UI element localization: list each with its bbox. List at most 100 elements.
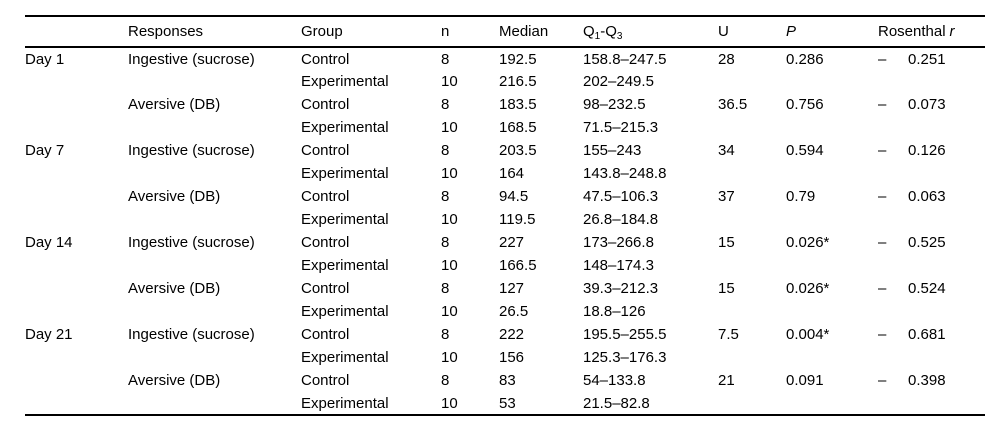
- r-value: 0.398: [908, 372, 946, 389]
- minus-sign: –: [878, 142, 887, 159]
- cell-group: Control: [301, 372, 350, 389]
- cell-day: [25, 93, 128, 116]
- cell-responses: Ingestive (sucrose): [128, 234, 255, 251]
- cell-rosenthal-r: – 0.063: [878, 185, 985, 208]
- cell-p: [786, 208, 878, 231]
- cell-group: Control: [301, 326, 350, 343]
- cell-day: [25, 70, 128, 93]
- cell-rosenthal-r: [878, 162, 985, 185]
- cell-rosenthal-r: [878, 116, 985, 139]
- cell-q1-q3: 47.5–106.3: [583, 188, 659, 205]
- cell-u: 21: [718, 372, 735, 389]
- cell-rosenthal-r: [878, 70, 985, 93]
- cell-responses: [128, 162, 301, 185]
- cell-day: [25, 254, 128, 277]
- cell-u: [718, 208, 786, 231]
- cell-median: 216.5: [499, 73, 537, 90]
- cell-p: 0.594: [786, 142, 824, 159]
- cell-u: [718, 254, 786, 277]
- cell-u: [718, 116, 786, 139]
- cell-u: 36.5: [718, 96, 748, 113]
- cell-rosenthal-r: [878, 254, 985, 277]
- cell-u: [718, 392, 786, 415]
- cell-median: 168.5: [499, 119, 537, 136]
- cell-u: [718, 70, 786, 93]
- minus-sign: –: [878, 326, 887, 343]
- r-value: 0.126: [908, 142, 946, 159]
- minus-sign: –: [878, 188, 887, 205]
- cell-p: [786, 300, 878, 323]
- cell-median: 164: [499, 165, 525, 182]
- cell-day: [25, 185, 128, 208]
- cell-q1-q3: 125.3–176.3: [583, 349, 667, 366]
- cell-day: [25, 392, 128, 415]
- cell-rosenthal-r: – 0.126: [878, 139, 985, 162]
- col-header-p: P: [786, 16, 878, 48]
- statistics-table: Responses Group n Median Q1-Q3 U P Rosen…: [25, 15, 985, 416]
- table-row: Day 1 Ingestive (sucrose) Control 8 192.…: [25, 47, 985, 70]
- cell-group: Experimental: [301, 73, 389, 90]
- table-header: Responses Group n Median Q1-Q3 U P Rosen…: [25, 16, 985, 48]
- cell-group: Experimental: [301, 211, 389, 228]
- col-header-u: U: [718, 16, 786, 48]
- cell-group: Control: [301, 188, 350, 205]
- cell-q1-q3: 155–243: [583, 142, 642, 159]
- cell-p: 0.091: [786, 372, 824, 389]
- cell-day: [25, 162, 128, 185]
- cell-q1-q3: 26.8–184.8: [583, 211, 659, 228]
- minus-sign: –: [878, 280, 887, 297]
- cell-p: 0.026*: [786, 280, 830, 297]
- cell-day: Day 14: [25, 234, 73, 251]
- cell-q1-q3: 98–232.5: [583, 96, 646, 113]
- cell-median: 119.5: [499, 211, 536, 228]
- table-row: Experimental 10 119.5 26.8–184.8: [25, 208, 985, 231]
- cell-median: 227: [499, 234, 525, 251]
- cell-responses: Aversive (DB): [128, 280, 221, 297]
- cell-p: [786, 392, 878, 415]
- q1-q3-dash: -Q: [600, 23, 617, 40]
- cell-group: Experimental: [301, 119, 389, 136]
- table-row: Aversive (DB) Control 8 127 39.3–212.3 1…: [25, 277, 985, 300]
- cell-responses: Aversive (DB): [128, 96, 221, 113]
- q1-q3-base: Q: [583, 23, 595, 40]
- cell-q1-q3: 173–266.8: [583, 234, 654, 251]
- col-header-group: Group: [301, 16, 441, 48]
- cell-p: [786, 254, 878, 277]
- table-row: Day 7 Ingestive (sucrose) Control 8 203.…: [25, 139, 985, 162]
- cell-q1-q3: 158.8–247.5: [583, 50, 667, 68]
- cell-rosenthal-r: [878, 392, 985, 415]
- cell-n: 8: [441, 234, 450, 251]
- table-row: Experimental 10 26.5 18.8–126: [25, 300, 985, 323]
- r-value: 0.524: [908, 280, 946, 297]
- cell-rosenthal-r: [878, 346, 985, 369]
- cell-n: 8: [441, 188, 450, 205]
- header-row: Responses Group n Median Q1-Q3 U P Rosen…: [25, 16, 985, 48]
- cell-group: Control: [301, 142, 350, 159]
- cell-q1-q3: 39.3–212.3: [583, 280, 659, 297]
- r-value: 0.073: [908, 96, 946, 113]
- cell-q1-q3: 148–174.3: [583, 257, 654, 274]
- r-value: 0.251: [908, 50, 946, 68]
- table-row: Experimental 10 168.5 71.5–215.3: [25, 116, 985, 139]
- cell-median: 53: [499, 394, 516, 412]
- cell-responses: [128, 208, 301, 231]
- cell-day: [25, 116, 128, 139]
- cell-median: 127: [499, 280, 525, 297]
- q3-subscript: 3: [616, 31, 623, 42]
- table-row: Aversive (DB) Control 8 83 54–133.8 21 0…: [25, 369, 985, 392]
- cell-q1-q3: 143.8–248.8: [583, 165, 667, 182]
- cell-group: Control: [301, 96, 350, 113]
- cell-n: 10: [441, 257, 458, 274]
- cell-responses: [128, 300, 301, 323]
- cell-p: 0.756: [786, 96, 824, 113]
- cell-day: Day 1: [25, 50, 65, 68]
- cell-p: 0.286: [786, 50, 824, 68]
- minus-sign: –: [878, 96, 887, 113]
- cell-u: 15: [718, 234, 735, 251]
- cell-responses: [128, 254, 301, 277]
- cell-median: 166.5: [499, 257, 537, 274]
- col-header-day: [25, 16, 128, 48]
- cell-median: 192.5: [499, 50, 537, 68]
- cell-median: 83: [499, 372, 516, 389]
- cell-q1-q3: 21.5–82.8: [583, 394, 650, 412]
